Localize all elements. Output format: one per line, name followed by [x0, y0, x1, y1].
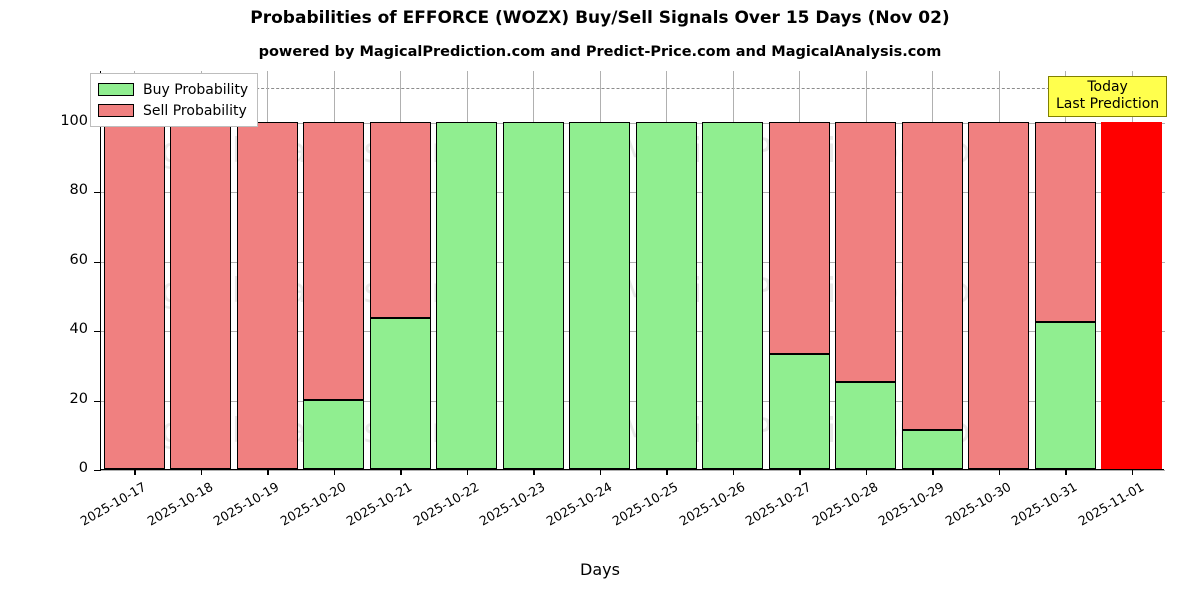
gridline-horizontal [101, 261, 1165, 263]
gridline-horizontal [101, 470, 1165, 471]
gridline-horizontal [101, 400, 1165, 402]
x-axis-tick [466, 469, 469, 475]
bar-segment-buy[interactable] [702, 121, 764, 469]
bar-segment-sell[interactable] [768, 121, 830, 354]
bar-segment-buy[interactable] [835, 381, 897, 469]
bar-segment-sell[interactable] [303, 121, 365, 401]
bar-group[interactable] [170, 70, 232, 469]
y-axis-tick-label: 40 [69, 321, 88, 337]
bar-segment-buy[interactable] [436, 121, 498, 469]
y-axis-tick-label: 60 [69, 251, 88, 268]
bar-group[interactable] [303, 70, 365, 469]
bar-segment-sell[interactable] [901, 121, 963, 431]
x-axis-tick [932, 469, 934, 475]
x-axis-tick [267, 469, 269, 475]
chart-legend: Buy Probability Sell Probability [90, 73, 259, 127]
legend-swatch-buy [98, 83, 134, 96]
x-axis-tick [200, 469, 203, 475]
today-annotation-line1: Today [1087, 79, 1128, 95]
bar-segment-sell[interactable] [236, 121, 298, 469]
bar-group[interactable] [835, 70, 897, 469]
x-axis-tick [333, 469, 336, 475]
x-axis-tick [1131, 469, 1134, 475]
today-annotation-line2: Last Prediction [1056, 96, 1160, 112]
bar-group[interactable] [968, 70, 1030, 469]
bar-segment-buy[interactable] [303, 400, 365, 469]
bar-group[interactable] [1101, 70, 1163, 469]
bar-group[interactable] [369, 70, 431, 469]
gridline-horizontal [101, 122, 1165, 124]
bar-segment-buy[interactable] [1034, 322, 1096, 469]
x-axis-tick [1065, 469, 1067, 475]
y-axis-tick [94, 400, 101, 402]
bar-group[interactable] [702, 70, 764, 469]
bar-segment-buy[interactable] [768, 353, 830, 469]
bar-group[interactable] [768, 70, 830, 469]
x-axis-tick [533, 469, 535, 475]
y-axis-tick-label: 0 [78, 460, 88, 476]
bar-group[interactable] [569, 70, 631, 469]
bar-segment-buy[interactable] [369, 317, 431, 469]
gridline-horizontal [101, 331, 1165, 332]
bar-segment-sell[interactable] [968, 121, 1030, 469]
bar-segment-sell[interactable] [170, 121, 232, 469]
legend-item-sell: Sell Probability [98, 100, 248, 121]
y-axis-tick [94, 331, 101, 333]
today-annotation: Today Last Prediction [1048, 76, 1168, 117]
bar-segment-buy[interactable] [635, 121, 697, 469]
bar-segment-buy[interactable] [502, 121, 564, 469]
gridline-horizontal [101, 192, 1165, 193]
plot-area: MagicalAnalysis.comMagicalPrediction.com… [94, 70, 1165, 475]
y-axis-tick-label: 80 [69, 182, 88, 198]
bar-group[interactable] [436, 70, 498, 469]
bar-segment-buy[interactable] [569, 121, 631, 469]
chart-subtitle: powered by MagicalPrediction.com and Pre… [258, 44, 942, 60]
bar-segment-sell[interactable] [369, 121, 431, 318]
x-axis-tick [400, 469, 402, 475]
x-axis-tick [865, 469, 868, 475]
y-axis-tick [94, 192, 101, 194]
chart-title: Probabilities of EFFORCE (WOZX) Buy/Sell… [250, 8, 950, 28]
x-axis-tick [998, 469, 1001, 475]
x-axis-tick [799, 469, 801, 475]
y-axis-tick-label: 20 [69, 390, 88, 407]
legend-label-buy: Buy Probability [143, 81, 249, 98]
bar-segment-today[interactable] [1101, 121, 1163, 469]
bar-group[interactable] [901, 70, 963, 469]
bar-group[interactable] [103, 70, 165, 469]
bar-group[interactable] [502, 70, 564, 469]
bar-group[interactable] [635, 70, 697, 469]
legend-swatch-sell [98, 104, 134, 117]
y-axis-tick [94, 470, 101, 472]
bar-segment-sell[interactable] [835, 121, 897, 382]
x-axis-tick [134, 469, 136, 475]
legend-item-buy: Buy Probability [98, 79, 248, 100]
bar-segment-sell[interactable] [103, 121, 165, 469]
bar-group[interactable] [236, 70, 298, 469]
y-axis-tick [94, 261, 101, 263]
x-axis-title: Days [580, 560, 620, 579]
x-axis-tick [732, 469, 735, 475]
y-axis-tick-label: 100 [60, 112, 88, 129]
gridline-reference-dashed [101, 87, 1165, 89]
bar-segment-buy[interactable] [901, 430, 963, 469]
bar-group[interactable] [1034, 70, 1096, 469]
x-axis-tick [599, 469, 602, 475]
legend-label-sell: Sell Probability [143, 102, 247, 119]
bar-segment-sell[interactable] [1034, 121, 1096, 323]
x-axis-tick [666, 469, 668, 475]
